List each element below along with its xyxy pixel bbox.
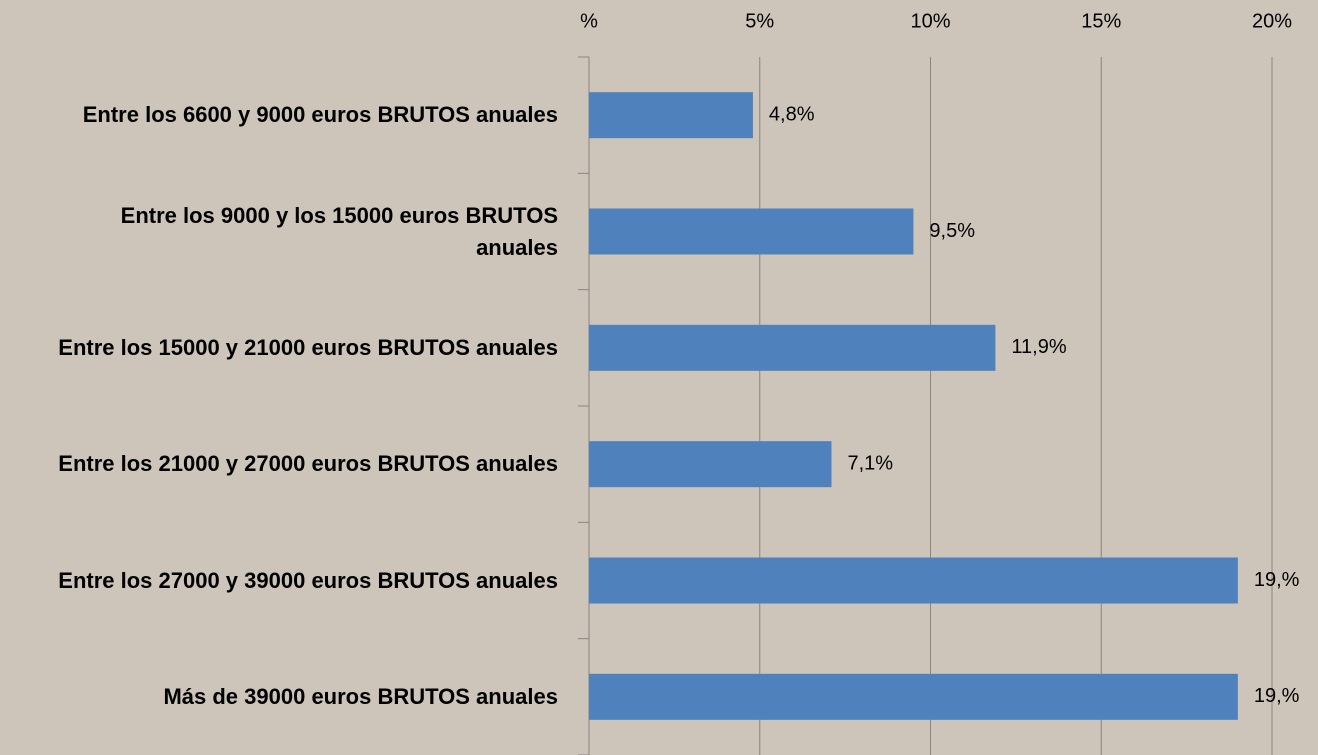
x-tick-label: 15% [1081, 10, 1121, 32]
bar [589, 208, 914, 255]
bar [589, 324, 996, 371]
x-tick-label: 5% [745, 10, 774, 32]
bar [589, 92, 753, 139]
x-tick-label: 20% [1252, 10, 1292, 32]
y-tick-label: Entre los 15000 y 21000 euros BRUTOS anu… [58, 334, 558, 360]
y-tick-label: Entre los 9000 y los 15000 euros BRUTOS … [120, 202, 558, 260]
bar [589, 673, 1238, 720]
y-tick-label: Más de 39000 euros BRUTOS anuales [163, 683, 558, 709]
data-label: 19,% [1254, 685, 1300, 707]
y-tick-label: Entre los 6600 y 9000 euros BRUTOS anual… [82, 102, 558, 128]
x-tick-label: % [580, 10, 598, 32]
data-label: 11,9% [1011, 336, 1066, 358]
y-tick-label: Entre los 27000 y 39000 euros BRUTOS anu… [58, 567, 558, 593]
bar [589, 441, 832, 488]
data-label: 19,% [1254, 569, 1300, 591]
data-label: 7,1% [847, 452, 893, 474]
bar [589, 557, 1238, 604]
y-tick-label: Entre los 21000 y 27000 euros BRUTOS anu… [58, 451, 558, 477]
x-tick-label: 10% [910, 10, 950, 32]
data-label: 9,5% [929, 220, 975, 242]
data-label: 4,8% [769, 103, 815, 125]
